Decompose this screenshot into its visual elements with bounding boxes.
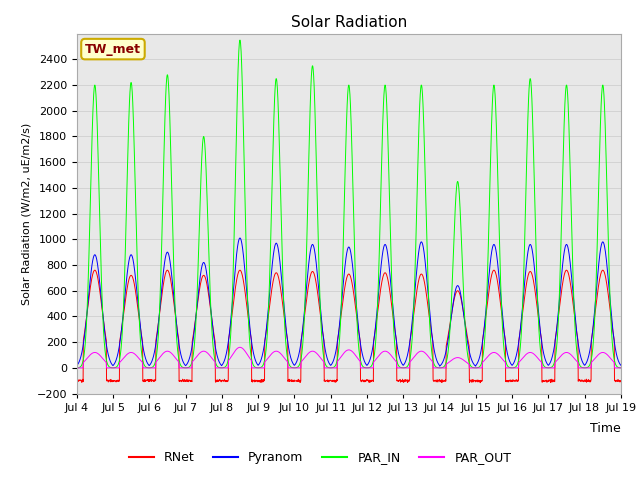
RNet xyxy=(570,301,577,307)
PAR_OUT xyxy=(569,354,577,360)
PAR_OUT xyxy=(584,365,592,371)
PAR_OUT xyxy=(376,351,384,357)
RNet xyxy=(91,267,99,273)
PAR_IN xyxy=(376,207,384,213)
RNet xyxy=(73,377,81,383)
PAR_IN xyxy=(236,37,244,43)
RNet xyxy=(225,336,232,342)
Line: PAR_OUT: PAR_OUT xyxy=(77,348,621,368)
Pyranom xyxy=(225,338,232,344)
Pyranom xyxy=(236,235,244,241)
PAR_OUT xyxy=(225,358,232,363)
RNet xyxy=(584,377,592,383)
PAR_IN xyxy=(617,365,625,371)
PAR_IN xyxy=(436,365,444,371)
Pyranom xyxy=(436,363,444,369)
Pyranom xyxy=(73,362,81,368)
PAR_IN xyxy=(570,279,577,285)
PAR_IN xyxy=(73,365,81,371)
PAR_OUT xyxy=(73,365,81,371)
PAR_IN xyxy=(225,355,232,361)
Pyranom xyxy=(570,292,577,298)
Pyranom xyxy=(584,355,592,360)
Text: TW_met: TW_met xyxy=(85,43,141,56)
PAR_IN xyxy=(508,365,515,371)
PAR_OUT xyxy=(236,345,244,350)
Text: Time: Time xyxy=(590,422,621,435)
PAR_IN xyxy=(365,365,372,371)
PAR_OUT xyxy=(507,365,515,371)
RNet xyxy=(476,380,484,385)
Pyranom xyxy=(376,270,384,276)
Y-axis label: Solar Radiation (W/m2, uE/m2/s): Solar Radiation (W/m2, uE/m2/s) xyxy=(21,122,31,305)
RNet xyxy=(617,378,625,384)
Title: Solar Radiation: Solar Radiation xyxy=(291,15,407,30)
Pyranom xyxy=(508,361,515,367)
Line: Pyranom: Pyranom xyxy=(77,238,621,366)
Pyranom xyxy=(617,362,625,368)
Line: RNet: RNet xyxy=(77,270,621,383)
RNet xyxy=(376,288,384,294)
PAR_OUT xyxy=(617,365,625,371)
Line: PAR_IN: PAR_IN xyxy=(77,40,621,368)
PAR_IN xyxy=(584,364,592,370)
RNet xyxy=(365,379,372,385)
Pyranom xyxy=(365,360,372,366)
RNet xyxy=(508,377,515,383)
PAR_OUT xyxy=(365,365,372,371)
Legend: RNet, Pyranom, PAR_IN, PAR_OUT: RNet, Pyranom, PAR_IN, PAR_OUT xyxy=(124,446,516,469)
